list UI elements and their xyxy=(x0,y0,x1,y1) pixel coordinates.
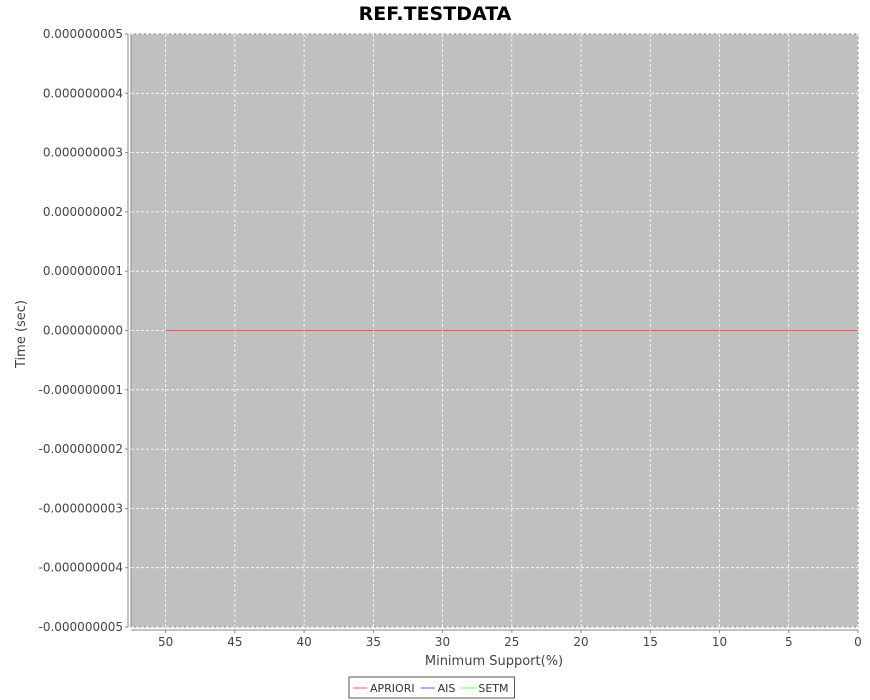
y-tick-label: 0.000000004 xyxy=(43,86,123,100)
x-tick-label: 25 xyxy=(504,635,519,649)
x-tick-label: 40 xyxy=(296,635,311,649)
x-tick-label: 5 xyxy=(785,635,793,649)
x-tick-label: 15 xyxy=(643,635,658,649)
y-tick-label: 0.000000001 xyxy=(43,264,123,278)
y-tick-label: 0.000000000 xyxy=(43,324,123,338)
x-tick-label: 35 xyxy=(366,635,381,649)
x-axis: 50 45 40 35 30 25 20 15 10 5 0 xyxy=(131,629,862,649)
x-tick-label: 50 xyxy=(158,635,173,649)
y-axis: 0.000000005 0.000000004 0.000000003 0.00000… xyxy=(39,27,129,634)
legend-label-setm: SETM xyxy=(478,682,508,695)
y-tick-label: 0.000000002 xyxy=(43,205,123,219)
y-tick-label: 0.000000003 xyxy=(43,146,123,160)
y-tick-label: -0.000000002 xyxy=(39,442,124,456)
x-axis-label: Minimum Support(%) xyxy=(425,654,563,669)
x-tick-label: 10 xyxy=(712,635,727,649)
legend: APRIORI AIS SETM xyxy=(348,676,516,699)
x-tick-label: 20 xyxy=(573,635,588,649)
y-axis-label: Time (sec) xyxy=(14,300,29,369)
y-tick-label: -0.000000005 xyxy=(39,620,124,634)
legend-label-apriori: APRIORI xyxy=(370,682,415,695)
y-tick-label: 0.000000005 xyxy=(43,27,123,41)
y-tick-label: -0.000000004 xyxy=(39,561,124,575)
x-tick-label: 0 xyxy=(854,635,862,649)
chart-title: REF.TESTDATA xyxy=(359,3,512,25)
x-tick-label: 30 xyxy=(435,635,450,649)
legend-label-ais: AIS xyxy=(438,682,456,695)
y-tick-label: -0.000000001 xyxy=(39,383,124,397)
x-tick-label: 45 xyxy=(227,635,242,649)
y-tick-label: -0.000000003 xyxy=(39,501,124,515)
